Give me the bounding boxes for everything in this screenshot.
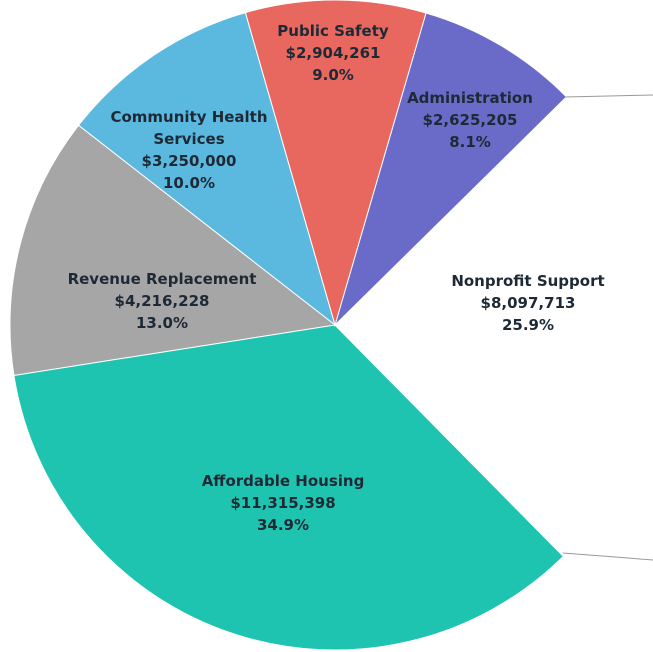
percent-label: 13.0%	[135, 314, 189, 332]
slice-name: Administration	[407, 89, 533, 107]
slice-name: Community Health Services	[110, 108, 268, 148]
pie-slice	[13, 324, 565, 651]
slice-label: Community Health Services $3,250,000 10.0%	[102, 106, 277, 194]
value-label: $8,097,713	[480, 294, 576, 312]
pie-slice	[334, 96, 653, 558]
percent-label: 25.9%	[501, 316, 555, 334]
value-label: $11,315,398	[230, 494, 336, 512]
slice-label: Revenue Replacement $4,216,228 13.0%	[52, 268, 272, 334]
slice-name: Public Safety	[277, 22, 389, 40]
slice-label: Nonprofit Support $8,097,713 25.9%	[428, 270, 628, 336]
leader-line	[564, 94, 653, 98]
value-label: $2,625,205	[422, 111, 518, 129]
slice-label: Affordable Housing $11,315,398 34.9%	[173, 470, 393, 536]
pie-slice	[9, 124, 337, 377]
percent-label: 10.0%	[162, 174, 216, 192]
percent-label: 9.0%	[312, 66, 354, 84]
slice-name: Revenue Replacement	[67, 270, 257, 288]
value-label: $3,250,000	[141, 152, 237, 170]
pie-slice	[244, 0, 427, 327]
value-label: $2,904,261	[285, 44, 381, 62]
slice-name: Affordable Housing	[201, 472, 365, 490]
value-label: $4,216,228	[114, 292, 210, 310]
slice-label: Public Safety $2,904,261 9.0%	[233, 20, 433, 86]
pie-slice	[77, 11, 336, 327]
pie-slice	[333, 12, 568, 327]
slice-label: Administration $2,625,205 8.1%	[395, 87, 545, 153]
leader-line	[562, 552, 653, 561]
percent-label: 34.9%	[256, 516, 310, 534]
percent-label: 8.1%	[449, 133, 491, 151]
slice-name: Nonprofit Support	[451, 272, 605, 290]
